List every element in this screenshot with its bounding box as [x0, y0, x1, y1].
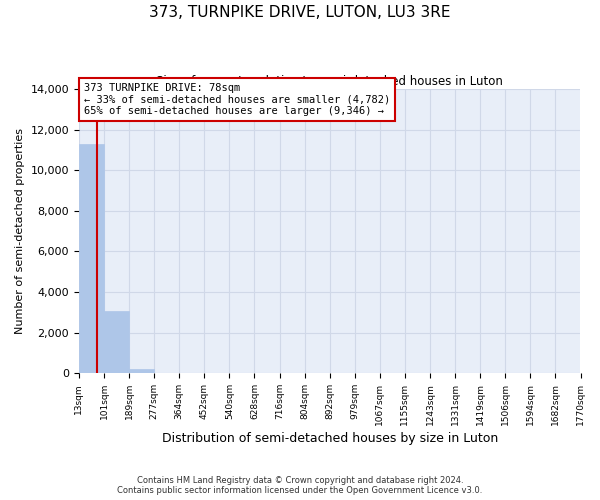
Text: 373 TURNPIKE DRIVE: 78sqm
← 33% of semi-detached houses are smaller (4,782)
65% : 373 TURNPIKE DRIVE: 78sqm ← 33% of semi-… — [84, 82, 390, 116]
Text: 373, TURNPIKE DRIVE, LUTON, LU3 3RE: 373, TURNPIKE DRIVE, LUTON, LU3 3RE — [149, 5, 451, 20]
Bar — [104, 312, 129, 373]
X-axis label: Distribution of semi-detached houses by size in Luton: Distribution of semi-detached houses by … — [161, 432, 498, 445]
Bar — [129, 369, 154, 373]
Text: Contains HM Land Registry data © Crown copyright and database right 2024.
Contai: Contains HM Land Registry data © Crown c… — [118, 476, 482, 495]
Title: Size of property relative to semi-detached houses in Luton: Size of property relative to semi-detach… — [156, 75, 503, 88]
Y-axis label: Number of semi-detached properties: Number of semi-detached properties — [15, 128, 25, 334]
Bar — [79, 144, 104, 373]
